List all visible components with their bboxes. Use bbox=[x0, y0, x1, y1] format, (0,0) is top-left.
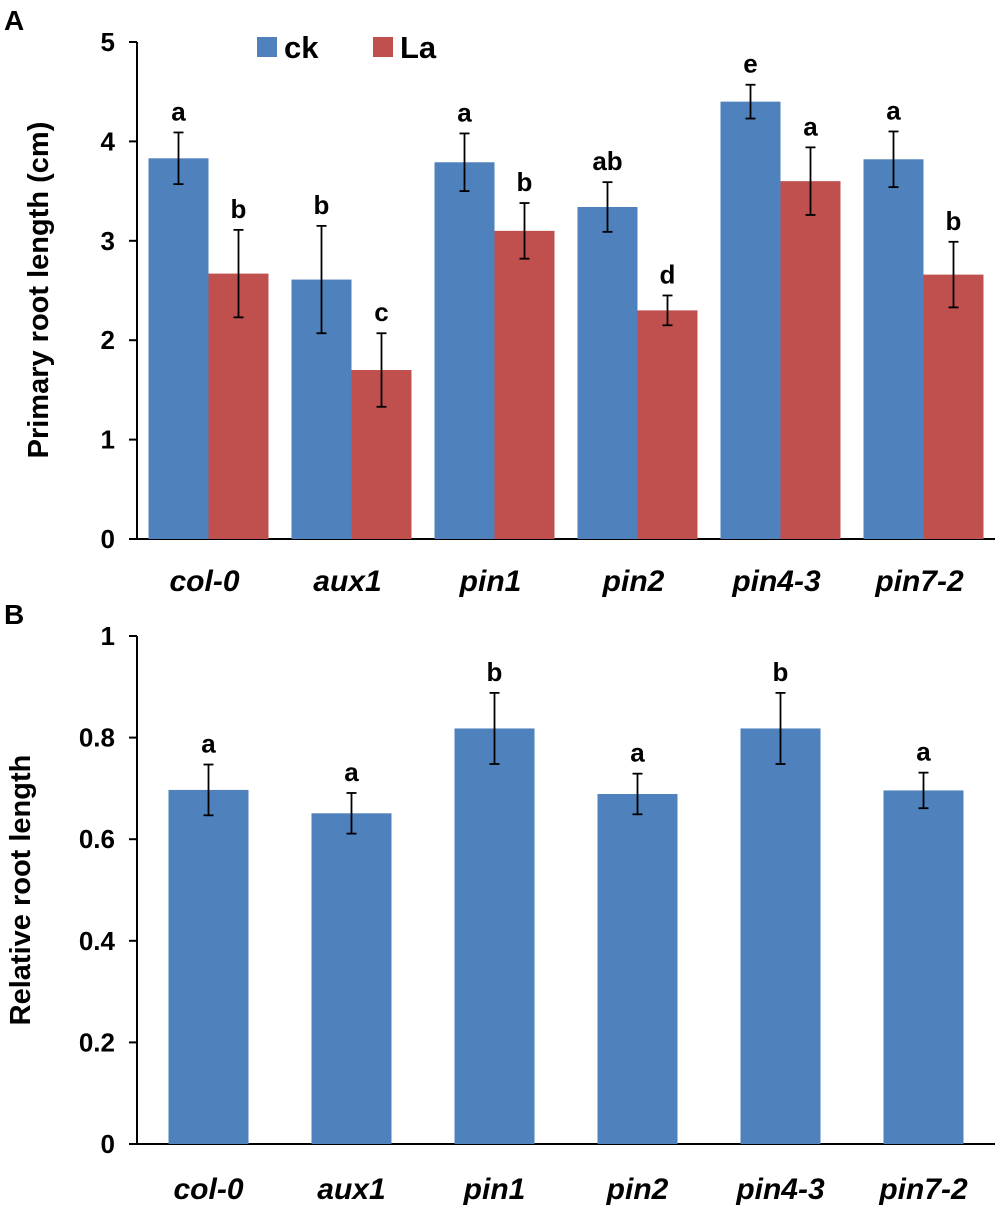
significance-label: a bbox=[886, 95, 901, 125]
x-category-label: pin7-2 bbox=[878, 1173, 968, 1206]
y-tick-label: 4 bbox=[101, 126, 116, 156]
bar-la-pin1 bbox=[494, 230, 555, 540]
x-category-label: pin1 bbox=[463, 1173, 526, 1206]
y-tick-label: 5 bbox=[101, 27, 115, 57]
bar-ck-col-0 bbox=[148, 158, 209, 539]
y-tick-label: 3 bbox=[101, 226, 115, 256]
panel-a-bars bbox=[148, 83, 984, 540]
significance-label: d bbox=[660, 259, 676, 289]
panel-b-bars bbox=[168, 691, 964, 1144]
significance-label: a bbox=[201, 729, 216, 759]
y-tick-label: 2 bbox=[101, 325, 115, 355]
x-category-label: aux1 bbox=[313, 565, 381, 598]
y-tick-label: 0.6 bbox=[79, 824, 115, 854]
significance-label: a bbox=[916, 737, 931, 767]
x-category-label: col-0 bbox=[173, 1173, 243, 1206]
x-category-label: pin4-3 bbox=[735, 1173, 825, 1206]
panel-b-labels: col-0 a aux1 a pin1 b pin2 a pin4-3 b pin7-2 a bbox=[173, 657, 967, 1206]
significance-label: b bbox=[314, 190, 330, 220]
x-category-label: pin1 bbox=[459, 565, 522, 598]
legend-label-la: La bbox=[400, 30, 437, 65]
x-category-label: pin2 bbox=[602, 565, 665, 598]
y-tick-label: 0 bbox=[101, 1129, 115, 1159]
bar-la-pin7-2 bbox=[923, 274, 984, 539]
y-tick-label: 0.2 bbox=[79, 1027, 115, 1057]
panel-a-axes: 0 1 2 3 4 5 bbox=[101, 27, 995, 554]
panel-b-letter: B bbox=[4, 599, 24, 630]
panel-a: A Primary root length (cm) 0 1 2 3 4 5 col-0 a… bbox=[4, 5, 995, 598]
bar-relative-root-length-aux1 bbox=[311, 813, 392, 1144]
significance-label: a bbox=[344, 757, 359, 787]
legend-swatch-ck bbox=[257, 37, 277, 57]
bar-relative-root-length-pin1 bbox=[454, 728, 535, 1144]
significance-label: b bbox=[517, 167, 533, 197]
x-category-label: aux1 bbox=[317, 1173, 385, 1206]
x-category-label: pin7-2 bbox=[874, 565, 964, 598]
significance-label: a bbox=[803, 111, 818, 141]
bar-relative-root-length-col-0 bbox=[168, 789, 249, 1144]
bar-la-pin2 bbox=[637, 310, 698, 539]
x-category-label: pin4-3 bbox=[731, 565, 821, 598]
bar-ck-pin4-3 bbox=[720, 101, 781, 539]
significance-label: b bbox=[946, 206, 962, 236]
bar-relative-root-length-pin2 bbox=[597, 793, 678, 1144]
significance-label: c bbox=[374, 297, 388, 327]
significance-label: b bbox=[773, 657, 789, 687]
legend-swatch-la bbox=[373, 37, 393, 57]
significance-label: a bbox=[457, 97, 472, 127]
significance-label: b bbox=[231, 194, 247, 224]
significance-label: e bbox=[743, 49, 757, 79]
panel-a-labels: col-0abaux1bcpin1abpin2abdpin4-3eapin7-2… bbox=[169, 49, 963, 598]
panel-b-axes: 0 0.2 0.4 0.6 0.8 1 bbox=[79, 621, 995, 1159]
x-category-label: pin2 bbox=[606, 1173, 669, 1206]
panel-a-letter: A bbox=[4, 5, 24, 36]
bar-la-pin4-3 bbox=[780, 181, 841, 539]
y-tick-label: 0.8 bbox=[79, 723, 115, 753]
bar-ck-pin7-2 bbox=[863, 159, 924, 540]
y-tick-label: 0 bbox=[101, 524, 115, 554]
bar-ck-pin1 bbox=[434, 162, 495, 540]
y-tick-label: 1 bbox=[101, 621, 115, 651]
legend-label-ck: ck bbox=[284, 30, 319, 65]
bar-relative-root-length-pin4-3 bbox=[740, 728, 821, 1144]
panel-b: B Relative root length 0 0.2 0.4 0.6 0.8 1 co… bbox=[4, 599, 995, 1206]
y-tick-label: 1 bbox=[101, 425, 115, 455]
panel-a-y-axis-label: Primary root length (cm) bbox=[23, 122, 55, 459]
significance-label: b bbox=[487, 657, 503, 687]
panel-a-legend: ck La bbox=[257, 30, 437, 65]
significance-label: a bbox=[171, 96, 186, 126]
bar-ck-pin2 bbox=[577, 207, 638, 539]
y-tick-label: 0.4 bbox=[79, 926, 116, 956]
bar-relative-root-length-pin7-2 bbox=[883, 790, 964, 1144]
x-category-label: col-0 bbox=[169, 565, 239, 598]
panel-b-y-axis-label: Relative root length bbox=[5, 755, 37, 1026]
significance-label: ab bbox=[592, 146, 622, 176]
significance-label: a bbox=[630, 738, 645, 768]
